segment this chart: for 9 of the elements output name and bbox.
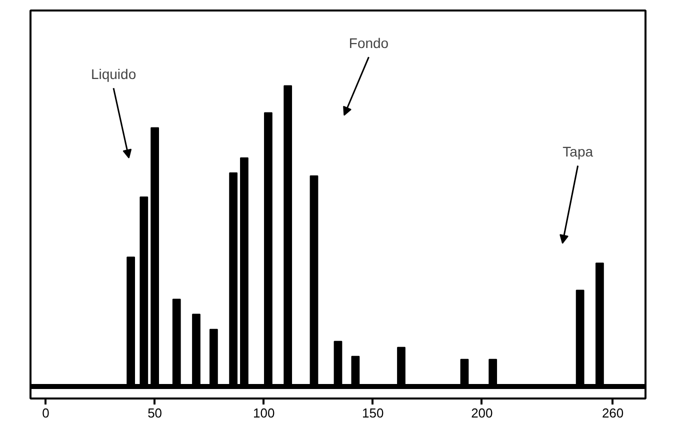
x-tick-label: 0 — [42, 406, 50, 420]
text: Liquido — [90, 66, 136, 82]
x-tick-label: 100 — [253, 406, 275, 420]
x-tick-label: 200 — [471, 406, 493, 420]
annotation: Tapa — [562, 144, 594, 160]
x-tick-label: 260 — [602, 406, 624, 420]
text: Fondo — [348, 35, 389, 52]
x-tick-label: 150 — [362, 406, 384, 420]
x-tick-label: 50 — [148, 406, 162, 420]
